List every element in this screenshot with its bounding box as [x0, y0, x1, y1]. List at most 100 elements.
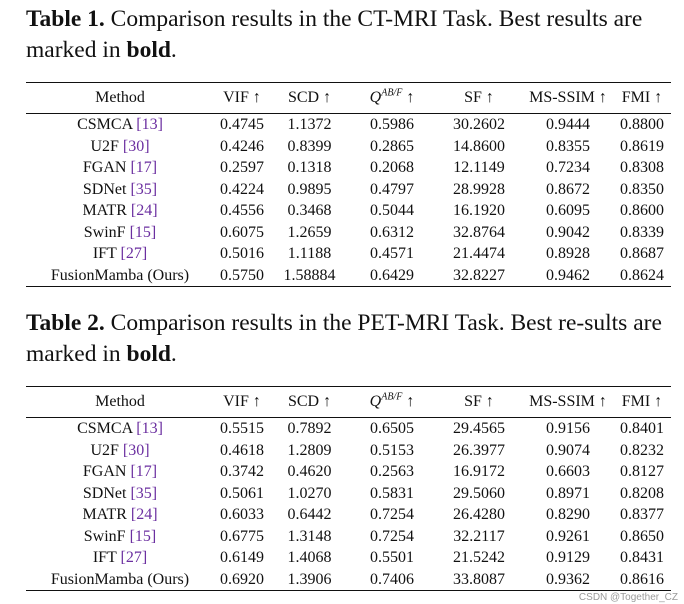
cell-fmi: 0.8127 [620, 463, 664, 480]
cell-scd: 1.2659 [287, 223, 332, 241]
cell-sf: 32.2117 [453, 527, 505, 545]
cell-fmi: 0.8401 [620, 420, 664, 437]
table2-caption-text: Comparison results in the PET-MRI Task. … [26, 310, 662, 367]
cell-fmi: 0.8232 [620, 441, 664, 459]
cell-vif: 0.5750 [220, 266, 264, 284]
cell-sf: 26.4280 [453, 506, 505, 523]
cell-msssim: 0.8290 [546, 506, 590, 523]
table-row: U2F [30] 0.4246 0.8399 0.2865 14.8600 0.8355 0… [26, 136, 671, 158]
cell-vif: 0.3742 [220, 463, 264, 480]
header-q-arrow: ↑ [402, 89, 415, 106]
cell-scd: 1.1372 [287, 116, 332, 133]
header-scd: SCD ↑ [287, 89, 332, 106]
cell-vif: 0.4246 [220, 137, 264, 155]
cell-msssim: 0.6095 [546, 202, 590, 219]
header-q-sup: AB/F [381, 87, 403, 99]
method-ref: [15] [129, 527, 157, 545]
table2-caption-label: Table 2. [26, 310, 105, 336]
cell-msssim: 0.9462 [546, 266, 590, 284]
cell-q: 0.7406 [370, 570, 414, 588]
table1-caption-bold: bold [126, 37, 171, 63]
cell-q: 0.5986 [370, 116, 414, 133]
cell-fmi: 0.8650 [620, 527, 664, 545]
cell-msssim: 0.9362 [546, 570, 590, 588]
table-row: SwinF [15] 0.6075 1.2659 0.6312 32.8764 0.904… [26, 222, 671, 244]
table1: Method VIF ↑ SCD ↑ QAB/F ↑ SF ↑ MS-SSIM … [26, 82, 671, 287]
row-method: FGAN [17] [26, 461, 214, 483]
cell-q: 0.5153 [370, 441, 414, 459]
watermark: CSDN @Together_CZ [578, 592, 678, 603]
cell-q: 0.4797 [370, 180, 414, 198]
cell-sf: 12.1149 [453, 159, 505, 176]
cell-msssim: 0.9074 [546, 441, 590, 459]
cell-scd: 0.1318 [287, 159, 332, 176]
cell-scd: 1.3148 [287, 527, 332, 545]
header-qabf: QAB/F ↑ [349, 387, 435, 418]
cell-fmi: 0.8624 [620, 266, 664, 284]
row-method: MATR [24] [26, 200, 214, 222]
table-row: CSMCA [13] 0.4745 1.1372 0.5986 30.2602 0.944… [26, 114, 671, 136]
row-method: IFT [27] [26, 243, 214, 265]
cell-msssim: 0.6603 [546, 463, 590, 480]
cell-fmi: 0.8431 [620, 549, 664, 566]
table-row: MATR [24] 0.4556 0.3468 0.5044 16.1920 0.6095… [26, 200, 671, 222]
cell-sf: 16.1920 [453, 202, 505, 219]
cell-sf: 14.8600 [453, 137, 505, 155]
method-ref: [24] [130, 202, 158, 219]
cell-vif: 0.6775 [220, 527, 264, 545]
table2: Method VIF ↑ SCD ↑ QAB/F ↑ SF ↑ MS-SSIM … [26, 386, 671, 591]
row-method: CSMCA [13] [26, 418, 214, 440]
header-msssim: MS-SSIM ↑ [529, 89, 607, 106]
cell-msssim: 0.9042 [546, 223, 590, 241]
row-method: IFT [27] [26, 547, 214, 569]
method-ref: [17] [130, 159, 158, 176]
table-row: FGAN [17] 0.3742 0.4620 0.2563 16.9172 0.6603… [26, 461, 671, 483]
method-name: MATR [82, 202, 127, 219]
header-vif: VIF ↑ [223, 393, 261, 410]
method-name: CSMCA [77, 420, 133, 437]
header-qabf: QAB/F ↑ [349, 83, 435, 114]
header-q-arrow: ↑ [402, 393, 415, 410]
cell-fmi: 0.8208 [620, 484, 664, 502]
method-name: SwinF [83, 527, 126, 545]
header-fmi: FMI ↑ [621, 393, 663, 410]
table2-caption: Table 2. Comparison results in the PET-M… [26, 308, 671, 370]
cell-q: 0.4571 [370, 245, 414, 262]
row-method-ours: FusionMamba (Ours) [26, 265, 214, 287]
header-sf: SF ↑ [464, 89, 494, 106]
table-row: IFT [27] 0.5016 1.1188 0.4571 21.4474 0.8928 0… [26, 243, 671, 265]
method-name: FusionMamba (Ours) [50, 266, 190, 284]
method-ref: [27] [120, 549, 148, 566]
method-ref: [15] [129, 223, 157, 241]
cell-fmi: 0.8800 [620, 116, 664, 133]
method-name: IFT [92, 549, 117, 566]
table1-caption-label: Table 1. [26, 6, 105, 32]
row-method: MATR [24] [26, 504, 214, 526]
method-name: FusionMamba (Ours) [50, 570, 190, 588]
cell-scd: 1.2809 [287, 441, 332, 459]
cell-sf: 29.4565 [453, 420, 505, 437]
table-row: U2F [30] 0.4618 1.2809 0.5153 26.3977 0.9074 0… [26, 440, 671, 462]
cell-vif: 0.2597 [220, 159, 264, 176]
cell-fmi: 0.8350 [620, 180, 664, 198]
cell-msssim: 0.9129 [546, 549, 590, 566]
table1-caption-text: Comparison results in the CT-MRI Task. B… [26, 6, 643, 63]
cell-q: 0.5501 [370, 549, 414, 566]
row-method: CSMCA [13] [26, 114, 214, 136]
cell-msssim: 0.8928 [546, 245, 590, 262]
cell-vif: 0.5515 [220, 420, 264, 437]
cell-scd: 0.6442 [287, 506, 332, 523]
method-name: IFT [92, 245, 117, 262]
header-scd: SCD ↑ [287, 393, 332, 410]
method-ref: [13] [136, 420, 163, 437]
header-vif: VIF ↑ [223, 89, 261, 106]
table1-header-row: Method VIF ↑ SCD ↑ QAB/F ↑ SF ↑ MS-SSIM … [26, 82, 671, 114]
table-row: MATR [24] 0.6033 0.6442 0.7254 26.4280 0.8290… [26, 504, 671, 526]
row-method: SDNet [35] [26, 179, 214, 201]
cell-msssim: 0.8971 [546, 484, 590, 502]
cell-q: 0.2865 [370, 137, 414, 155]
method-name: SDNet [82, 180, 127, 198]
cell-scd: 0.4620 [287, 463, 332, 480]
cell-sf: 29.5060 [453, 484, 505, 502]
cell-fmi: 0.8687 [620, 245, 664, 262]
